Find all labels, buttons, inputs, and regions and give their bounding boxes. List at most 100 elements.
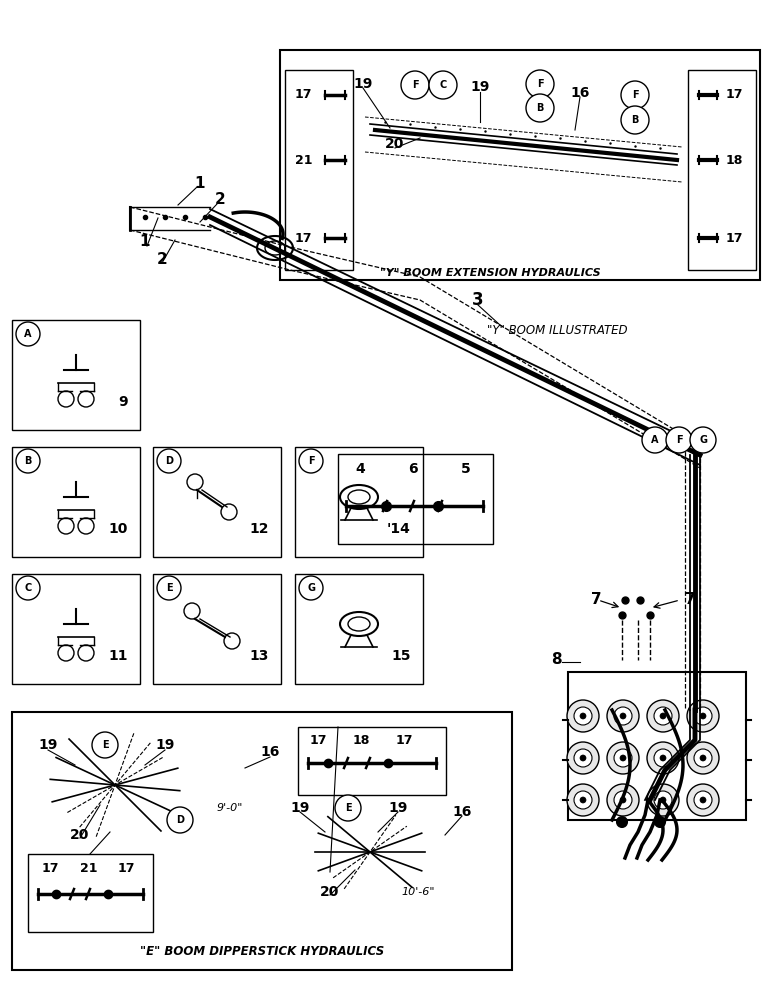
- Text: C: C: [439, 80, 447, 90]
- Circle shape: [574, 749, 592, 767]
- Circle shape: [574, 707, 592, 725]
- Circle shape: [687, 742, 719, 774]
- Circle shape: [526, 94, 554, 122]
- Text: 18: 18: [353, 734, 371, 748]
- Text: 19: 19: [388, 801, 408, 815]
- Circle shape: [607, 700, 639, 732]
- Bar: [338, 454, 493, 544]
- Text: 2: 2: [215, 192, 225, 208]
- Text: 10: 10: [109, 522, 128, 536]
- Circle shape: [78, 391, 94, 407]
- Circle shape: [694, 749, 712, 767]
- Circle shape: [401, 71, 429, 99]
- Text: 19: 19: [155, 738, 174, 752]
- Bar: [568, 672, 746, 820]
- Text: E: E: [102, 740, 108, 750]
- Text: 4: 4: [355, 462, 365, 476]
- Circle shape: [620, 797, 626, 803]
- Circle shape: [574, 791, 592, 809]
- Circle shape: [614, 707, 632, 725]
- Circle shape: [647, 784, 679, 816]
- Circle shape: [642, 427, 668, 453]
- Circle shape: [620, 755, 626, 761]
- Text: 17: 17: [726, 232, 743, 244]
- Bar: [12, 574, 140, 684]
- Text: 6: 6: [408, 462, 418, 476]
- Text: F: F: [537, 79, 543, 89]
- Circle shape: [299, 576, 323, 600]
- Ellipse shape: [340, 485, 378, 509]
- Circle shape: [620, 713, 626, 719]
- Circle shape: [607, 742, 639, 774]
- Text: 2: 2: [157, 252, 168, 267]
- Bar: [295, 574, 423, 684]
- Circle shape: [654, 707, 672, 725]
- Text: C: C: [25, 583, 32, 593]
- Circle shape: [92, 732, 118, 758]
- Text: "Y" BOOM ILLUSTRATED: "Y" BOOM ILLUSTRATED: [487, 324, 628, 336]
- Bar: [12, 320, 140, 430]
- Circle shape: [647, 742, 679, 774]
- Text: 1: 1: [195, 176, 205, 190]
- Circle shape: [690, 427, 716, 453]
- Text: 20: 20: [320, 885, 340, 899]
- Circle shape: [700, 797, 706, 803]
- Circle shape: [16, 322, 40, 346]
- Text: 13: 13: [249, 649, 269, 663]
- Text: 20: 20: [70, 828, 90, 842]
- Circle shape: [614, 791, 632, 809]
- Text: 17: 17: [42, 861, 59, 874]
- Text: F: F: [676, 435, 682, 445]
- Circle shape: [16, 449, 40, 473]
- Circle shape: [526, 70, 554, 98]
- Text: 1: 1: [140, 234, 151, 249]
- Circle shape: [429, 71, 457, 99]
- Circle shape: [580, 713, 586, 719]
- Circle shape: [567, 742, 599, 774]
- Circle shape: [184, 603, 200, 619]
- Text: 17: 17: [118, 861, 136, 874]
- Text: F: F: [411, 80, 418, 90]
- Text: D: D: [165, 456, 173, 466]
- Circle shape: [654, 749, 672, 767]
- Circle shape: [621, 81, 649, 109]
- Bar: [12, 712, 512, 970]
- Text: 21: 21: [80, 861, 97, 874]
- Circle shape: [567, 700, 599, 732]
- Circle shape: [224, 633, 240, 649]
- Text: B: B: [24, 456, 32, 466]
- Text: 19: 19: [39, 738, 58, 752]
- Circle shape: [607, 784, 639, 816]
- Bar: [285, 70, 353, 270]
- Text: 21: 21: [295, 153, 313, 166]
- Circle shape: [654, 791, 672, 809]
- Text: 5: 5: [461, 462, 471, 476]
- Circle shape: [187, 474, 203, 490]
- Circle shape: [700, 755, 706, 761]
- Text: "E" BOOM DIPPERSTICK HYDRAULICS: "E" BOOM DIPPERSTICK HYDRAULICS: [140, 945, 384, 958]
- Circle shape: [660, 755, 666, 761]
- Text: 19: 19: [354, 77, 373, 91]
- Circle shape: [16, 576, 40, 600]
- Circle shape: [221, 504, 237, 520]
- Bar: [12, 447, 140, 557]
- Text: 19: 19: [290, 801, 310, 815]
- Ellipse shape: [348, 617, 370, 631]
- Circle shape: [299, 449, 323, 473]
- Bar: [280, 50, 760, 280]
- Text: 18: 18: [726, 153, 743, 166]
- Text: "Y" BOOM EXTENSION HYDRAULICS: "Y" BOOM EXTENSION HYDRAULICS: [380, 268, 601, 278]
- Circle shape: [58, 518, 74, 534]
- Circle shape: [58, 391, 74, 407]
- Circle shape: [167, 807, 193, 833]
- Text: D: D: [176, 815, 184, 825]
- Text: A: A: [652, 435, 659, 445]
- Text: 16: 16: [260, 745, 279, 759]
- Text: 17: 17: [295, 89, 313, 102]
- Text: 15: 15: [391, 649, 411, 663]
- Text: F: F: [308, 456, 314, 466]
- Text: 16: 16: [452, 805, 472, 819]
- Circle shape: [157, 449, 181, 473]
- Circle shape: [694, 707, 712, 725]
- Text: 7: 7: [591, 592, 601, 607]
